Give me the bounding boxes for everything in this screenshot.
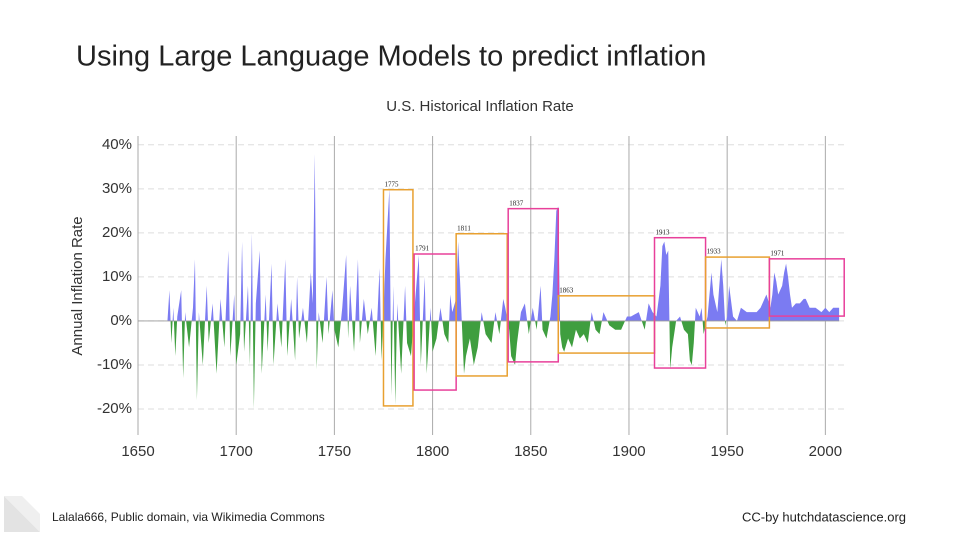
logo (4, 496, 40, 532)
slide-title: Using Large Language Models to predict i… (76, 41, 706, 73)
annotation-box (382, 188, 414, 407)
x-tick-label: 2000 (809, 443, 842, 460)
y-tick-label: -10% (97, 356, 132, 373)
credit: Lalala666, Public domain, via Wikimedia … (52, 510, 325, 524)
annotation-label: 1775 (384, 180, 399, 188)
x-tick-label: 1850 (514, 443, 547, 460)
x-tick-label: 1950 (710, 443, 743, 460)
area-positive (138, 153, 840, 321)
annotation-label: 1837 (509, 199, 524, 207)
x-tick-label: 1700 (220, 443, 253, 460)
y-tick-label: -20% (97, 400, 132, 417)
x-tick-label: 1800 (416, 443, 449, 460)
plot: 40% 30% 20% 10% 0% -10% -20% 1650 1700 1750 1800 18… (97, 136, 845, 460)
y-tick-label: 20% (102, 224, 132, 241)
x-tick-label: 1900 (612, 443, 645, 460)
license: CC-by hutchdatascience.org (742, 509, 906, 524)
x-tick-label: 1650 (121, 443, 154, 460)
y-axis-label: Annual Inflation Rate (69, 216, 86, 355)
annotation-label: 1791 (415, 245, 430, 253)
annotation-label: 1971 (770, 249, 785, 257)
annotation-box (507, 207, 560, 363)
area-negative (170, 320, 727, 409)
annotation-label: 1811 (457, 224, 471, 232)
chart-title: U.S. Historical Inflation Rate (386, 98, 574, 115)
y-tick-label: 0% (110, 312, 132, 329)
annotation-box (768, 258, 845, 317)
y-tick-label: 10% (102, 268, 132, 285)
y-tick-label: 40% (102, 136, 132, 153)
x-tick-label: 1750 (318, 443, 351, 460)
y-tick-label: 30% (102, 180, 132, 197)
annotation-label: 1913 (656, 228, 671, 236)
annotation-label: 1933 (707, 248, 722, 256)
annotation-box (455, 232, 508, 377)
annotation-label: 1863 (559, 286, 574, 294)
